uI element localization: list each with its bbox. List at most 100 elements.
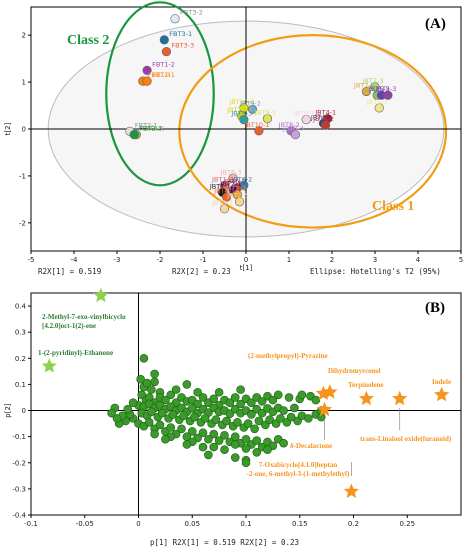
panel-a-ytick-label: -2 [19, 219, 26, 227]
loading-point [187, 404, 197, 413]
score-point-label: JBT8-1 [293, 110, 315, 118]
panel-b-xtick-label: 0.05 [184, 520, 200, 528]
score-point-label: FBT1-1 [152, 71, 175, 79]
panel-b-ytick-label: 0.4 [15, 303, 27, 311]
loading-point [222, 416, 231, 426]
loading-point [177, 424, 186, 434]
loading-point [290, 403, 299, 413]
score-point [234, 197, 245, 207]
score-point [262, 114, 273, 124]
score-point-label: JBT5-1 [366, 98, 388, 106]
score-point [374, 103, 384, 113]
compound-label: 1-(2-pyridinyl)-Ethanone [38, 349, 113, 357]
loading-point [209, 442, 219, 452]
score-point-label: JBT9-1 [254, 109, 276, 117]
score-point [142, 65, 152, 75]
panel-a-xtick-label: 4 [416, 256, 421, 264]
loading-point [220, 431, 229, 440]
loading-point [230, 453, 240, 462]
loading-point [243, 419, 253, 428]
compound-label: Terpinolene [348, 381, 384, 389]
loading-point [198, 393, 208, 402]
class-1-label: Class 1 [372, 199, 414, 214]
score-point-label: JBT9-3 [230, 110, 252, 118]
loading-point [150, 429, 159, 439]
panel-b-ylabel: p[2] [4, 403, 12, 418]
panel-b-tag: (B) [425, 300, 445, 316]
loading-point [247, 398, 256, 407]
panel-b-ytick-label: -0.2 [12, 459, 26, 467]
panel-b-ytick-label: 0.3 [15, 329, 26, 337]
loading-point [179, 411, 188, 421]
score-point [383, 90, 393, 100]
panel-a-xlabel: t[1] [240, 264, 253, 272]
loading-point [147, 407, 156, 417]
score-point-label: FBT1-3 [148, 71, 171, 79]
score-point-label: JBT7-3 [362, 77, 384, 85]
score-point [370, 82, 380, 92]
annotated-star [41, 358, 57, 373]
score-point-label: JBT5-2 [368, 85, 390, 93]
loading-point [286, 412, 296, 422]
compound-label: 7-Oxabicyclo[4.1.0]heptan [259, 461, 338, 469]
score-point-label: JBT6-1 [224, 178, 246, 186]
score-point-label: JBT10-2 [228, 98, 254, 106]
score-point-label: JBT6-2 [230, 175, 252, 183]
panel-a-xtick-label: 5 [459, 256, 463, 264]
panel-a-xtick-label: -5 [28, 256, 35, 264]
score-point [159, 35, 169, 45]
score-point-label: FBT3-1 [169, 30, 192, 38]
loading-point [250, 424, 259, 434]
loading-point [252, 436, 262, 445]
score-point-label: FBT2-2 [141, 125, 164, 133]
panel-a-ylabel: t[2] [4, 122, 12, 135]
loading-point [107, 408, 116, 418]
panel-b-xtick-label: 0.1 [240, 520, 251, 528]
ellipse-1 [105, 1, 215, 187]
panel-a-ytick-label: 0 [22, 126, 26, 134]
loading-point [211, 415, 221, 424]
loading-point [182, 380, 192, 389]
panel-a: -5 -4 -3 -2 -1 0 1 2 3 4 5 -2 -1 0 1 2 t[1] t[2] FBT3-2 FBT… [4, 1, 463, 276]
loading-point [214, 387, 224, 397]
annotated-star [392, 390, 408, 406]
panel-b-xtick-label: 0.15 [292, 520, 308, 528]
score-point-label: JBT10-3 [226, 106, 252, 114]
loading-point [112, 414, 122, 423]
compound-label: δ-Decalactone [290, 442, 332, 450]
loading-point [168, 410, 178, 419]
score-point-label: JBT4-1 [314, 109, 336, 117]
loading-point [241, 434, 251, 444]
loading-point [311, 395, 321, 405]
score-point [228, 173, 238, 183]
loading-point [230, 393, 240, 402]
panel-b-ytick-label: 0 [22, 407, 26, 415]
loading-point [187, 427, 197, 436]
loading-point [200, 414, 210, 423]
loading-point [236, 399, 245, 409]
score-point-label: JBT4-3 [310, 113, 332, 121]
score-point-label: JBT10-1 [243, 121, 269, 129]
panel-b-xtick-label: -0.1 [24, 520, 38, 528]
loading-point [155, 420, 165, 430]
score-point-label: JBT7-1 [353, 81, 375, 89]
loading-point [204, 434, 213, 444]
loading-point [225, 398, 235, 407]
loading-point [157, 408, 167, 418]
loading-point [171, 385, 181, 394]
panel-a-xtick-label: -3 [114, 256, 121, 264]
score-point-label: FBT3-3 [171, 42, 194, 50]
loading-point [304, 414, 313, 423]
loading-point [263, 445, 272, 455]
panel-b-xtick-label: 0.25 [399, 520, 415, 528]
score-point-label: JBT2-2 [224, 185, 246, 193]
panel-a-xtick-label: 2 [330, 256, 334, 264]
loading-point [230, 432, 240, 441]
loading-point [166, 390, 176, 400]
loading-point [247, 410, 256, 419]
score-point-label: JBT4-2 [312, 115, 334, 123]
score-point-label: JBT3-3 [211, 199, 233, 207]
loading-point [233, 417, 242, 427]
score-point-label: JBT3-1 [213, 187, 235, 195]
